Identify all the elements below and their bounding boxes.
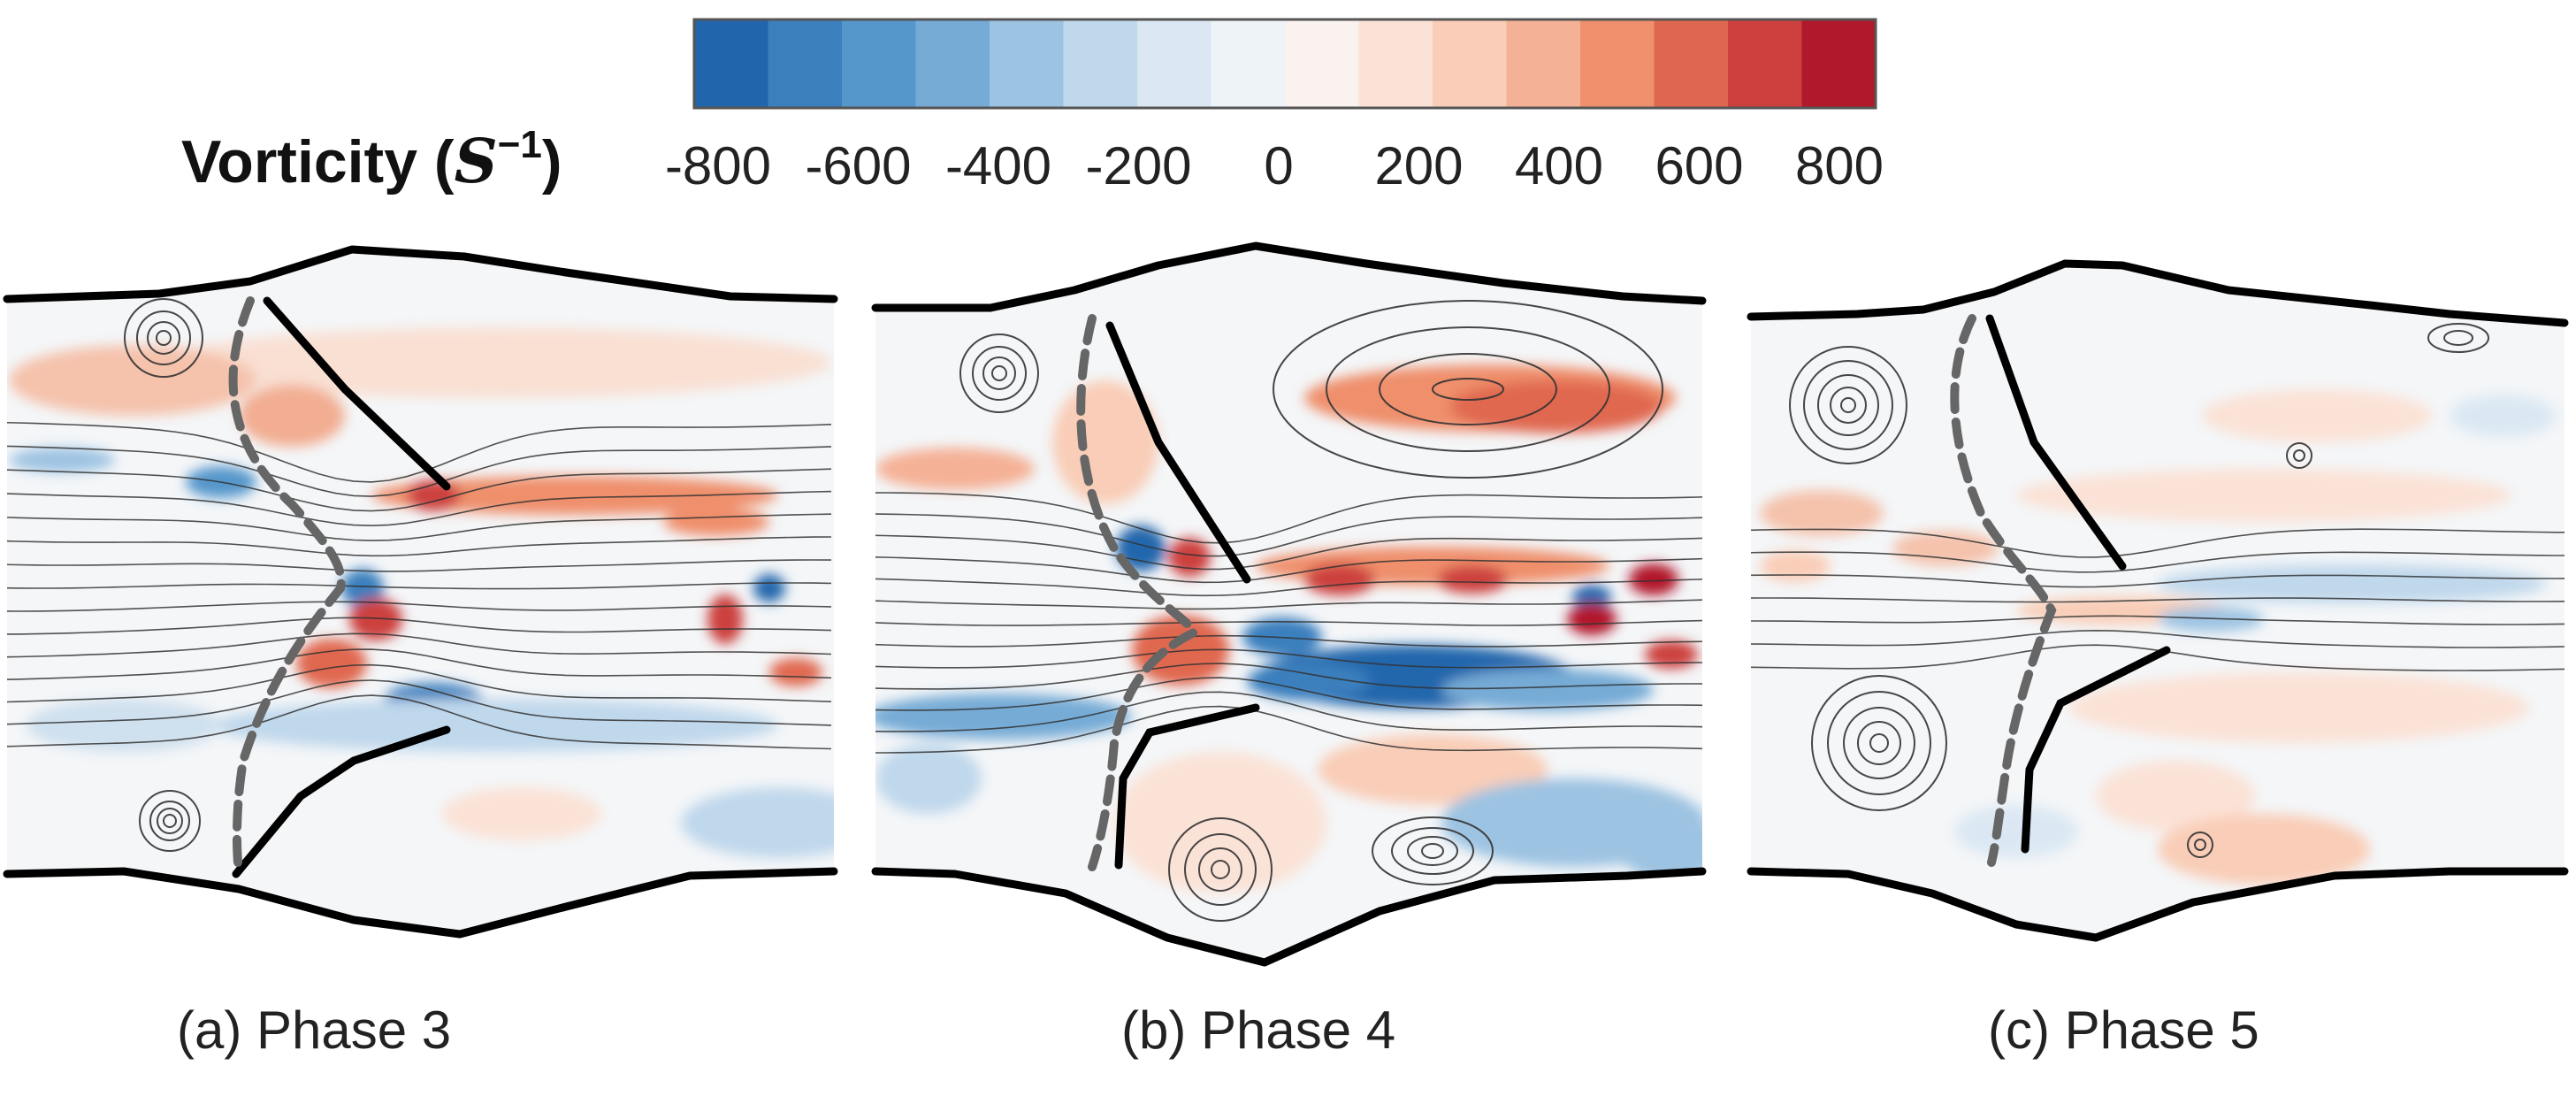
streamline	[7, 617, 832, 635]
streamline	[1751, 551, 2565, 573]
panel-c-lower-leaflet	[2021, 646, 2171, 854]
colorbar: Vorticity (S−1) -800 -600 -400 -200 0 200 400 6…	[181, 18, 1884, 197]
streamline	[7, 468, 832, 512]
panel-c-lower-wall	[1747, 867, 2569, 942]
colorbar-swatch	[1358, 19, 1433, 108]
panel-b-upper-leaflet	[1105, 321, 1251, 584]
panel-c-upper-wall	[1747, 259, 2569, 327]
streamline	[1751, 629, 2565, 648]
colorbar-tick-label: 0	[1264, 136, 1293, 195]
colorbar-tick-labels: -800 -600 -400 -200 0 200 400 600 800	[665, 136, 1884, 195]
panel-b-vortices	[959, 300, 1663, 922]
colorbar-tick-label: 600	[1655, 136, 1743, 195]
colorbar-swatch	[1728, 19, 1803, 108]
colorbar-frame	[692, 18, 1877, 110]
colorbar-swatch	[1063, 19, 1138, 108]
streamline	[875, 705, 1702, 754]
streamline	[875, 599, 1702, 610]
colorbar-swatch	[1801, 19, 1877, 108]
panel-c-leaflet-outline	[1950, 314, 2057, 867]
panel-b-field	[875, 246, 1702, 962]
panel-c	[1747, 259, 2569, 942]
colorbar-title: Vorticity (S−1)	[181, 123, 562, 197]
streamline	[7, 694, 832, 750]
panel-c-upper-leaflet	[1985, 314, 2127, 571]
streamline	[7, 601, 832, 612]
panel-b-vorticity	[875, 364, 1702, 893]
colorbar-swatch	[1433, 19, 1508, 108]
panel-c-field	[1751, 264, 2565, 938]
panel-c-vortices	[1789, 323, 2489, 858]
panel-b-leaflet-outline	[1076, 314, 1200, 871]
panel-a-upper-wall	[3, 245, 838, 303]
panel-a-upper-leaflet	[263, 296, 451, 491]
streamline	[7, 582, 832, 590]
colorbar-swatch	[842, 19, 917, 108]
panel-b-upper-wall	[871, 241, 1707, 312]
panel-a-lower-leaflet	[232, 725, 451, 878]
streamline	[7, 513, 832, 541]
colorbar-tick-label: 800	[1795, 136, 1884, 195]
streamline	[1751, 574, 2565, 588]
panel-b	[871, 241, 1707, 967]
streamline	[1751, 615, 2565, 625]
colorbar-tick-label: -800	[665, 136, 771, 195]
panel-b-lower-wall	[871, 867, 1707, 967]
streamline	[875, 619, 1702, 626]
streamline	[875, 513, 1702, 557]
streamline	[7, 663, 832, 703]
colorbar-swatch	[1580, 19, 1655, 108]
panel-a-vortices	[124, 298, 203, 852]
panel-b-caption: (b) Phase 4	[1121, 1000, 1395, 1060]
colorbar-swatch	[990, 19, 1065, 108]
panel-a-streamlines	[7, 421, 832, 750]
colorbar-swatch	[1137, 19, 1212, 108]
colorbar-swatch	[915, 19, 990, 108]
streamline	[1751, 528, 2565, 558]
streamline	[875, 534, 1702, 571]
streamline	[7, 490, 832, 527]
streamline	[7, 559, 832, 572]
streamline	[7, 632, 832, 658]
streamline	[875, 492, 1702, 544]
streamline	[875, 556, 1702, 584]
streamline	[875, 677, 1702, 711]
streamline	[875, 663, 1702, 690]
streamline	[7, 648, 832, 681]
colorbar-swatch	[768, 19, 843, 108]
colorbar-tick-label: -400	[945, 136, 1051, 195]
streamline	[7, 679, 832, 726]
colorbar-tick-label: 200	[1374, 136, 1463, 195]
streamline	[7, 445, 832, 497]
streamline	[7, 421, 832, 483]
panel-c-vorticity	[1760, 389, 2556, 885]
colorbar-swatch	[694, 19, 769, 108]
panel-a-leaflet-outline	[228, 296, 346, 876]
colorbar-swatches	[694, 19, 1877, 108]
panel-b-streamlines	[875, 492, 1702, 754]
panel-a-field	[7, 249, 834, 934]
streamline	[875, 634, 1702, 648]
colorbar-swatch	[1654, 19, 1729, 108]
streamline	[875, 578, 1702, 597]
panel-a-lower-wall	[3, 867, 838, 939]
colorbar-swatch	[1285, 19, 1360, 108]
colorbar-tick-label: -200	[1085, 136, 1191, 195]
streamline	[7, 536, 832, 557]
colorbar-tick-label: 400	[1515, 136, 1603, 195]
streamline	[875, 648, 1702, 669]
panel-a-vorticity	[9, 327, 834, 858]
streamline	[875, 691, 1702, 732]
panel-a	[3, 245, 838, 939]
colorbar-swatch	[1506, 19, 1581, 108]
panel-a-caption: (a) Phase 3	[177, 1000, 451, 1060]
panel-b-lower-leaflet	[1114, 703, 1260, 870]
colorbar-tick-label: -600	[805, 136, 911, 195]
panel-c-caption: (c) Phase 5	[1988, 1000, 2259, 1060]
streamline	[1751, 597, 2565, 603]
colorbar-swatch	[1211, 19, 1286, 108]
